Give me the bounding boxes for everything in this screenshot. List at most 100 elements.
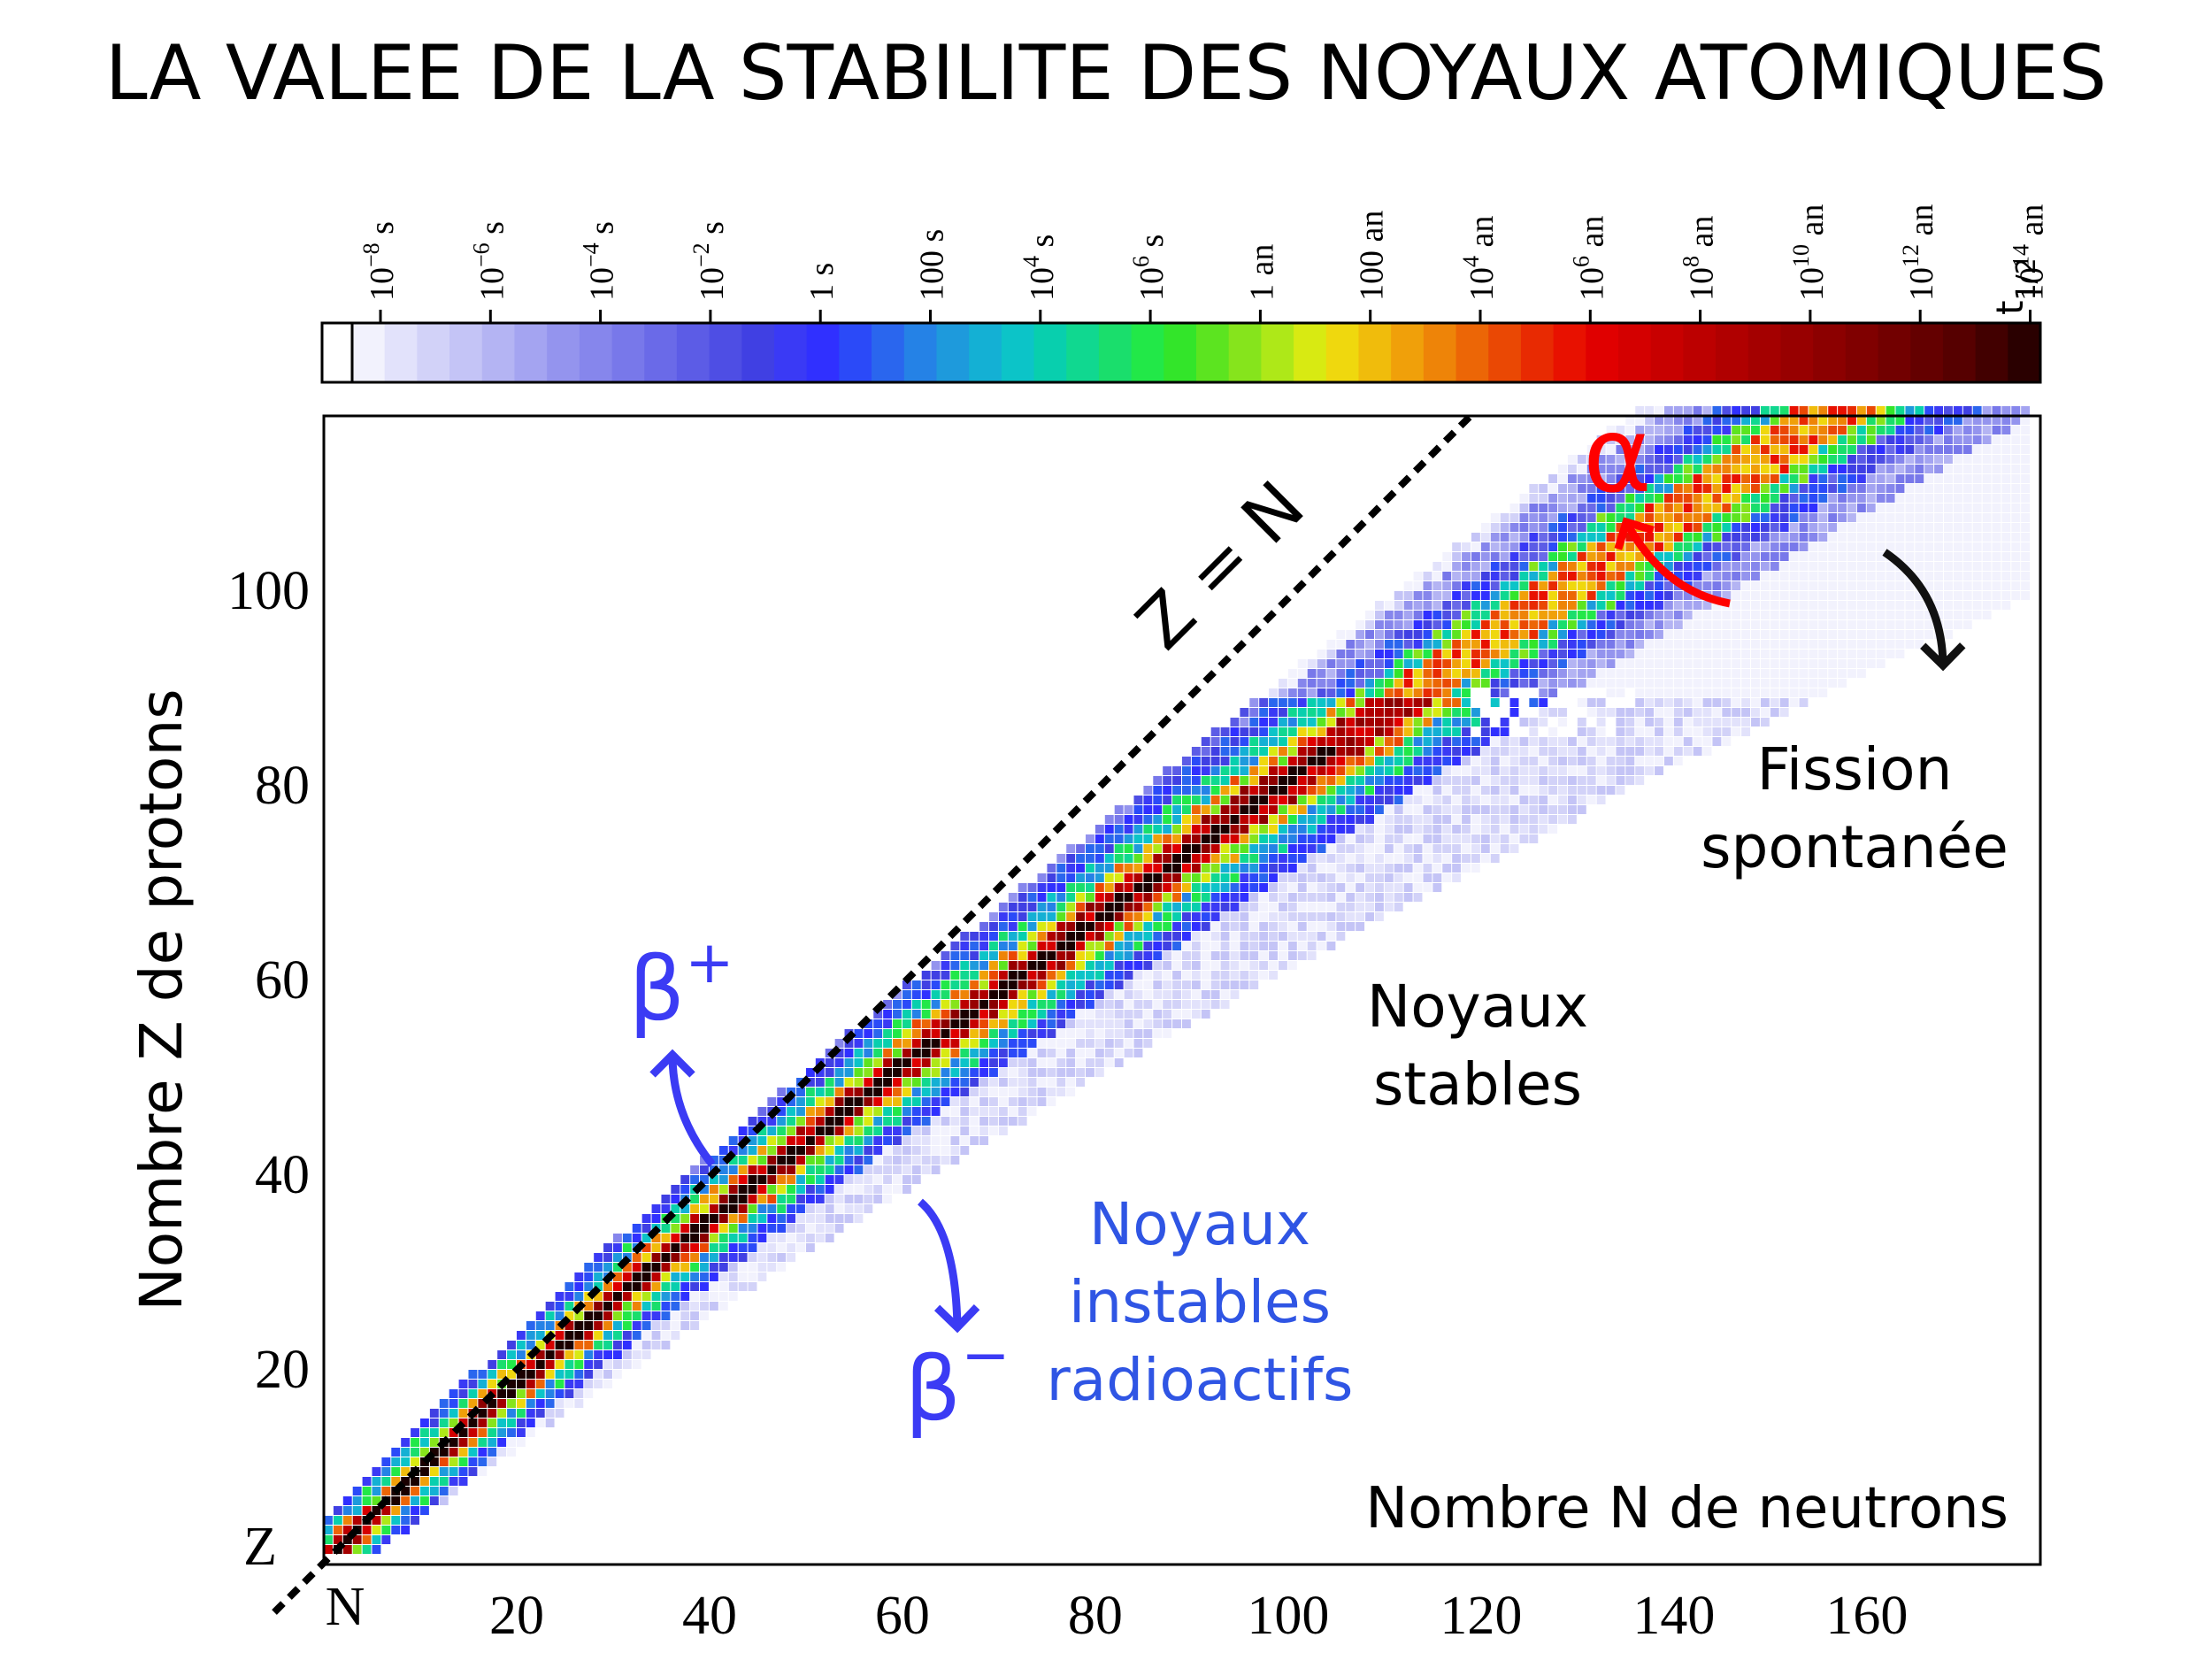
nuclide-cell [1655, 650, 1663, 658]
nuclide-cell [1008, 971, 1018, 980]
nuclide-cell [1172, 903, 1181, 911]
nuclide-cell [1076, 932, 1086, 941]
nuclide-cell [902, 1068, 911, 1077]
nuclide-cell [1432, 883, 1442, 892]
nuclide-cell [661, 1311, 671, 1320]
nuclide-cell [641, 1350, 651, 1359]
nuclide-cell [1008, 951, 1018, 960]
nuclide-cell [757, 1117, 767, 1126]
nuclide-cell [1346, 776, 1356, 785]
nuclide-cell [1924, 542, 1934, 551]
nuclide-cell [488, 1399, 497, 1408]
nuclide-cell [1201, 990, 1210, 999]
nuclide-cell [1278, 737, 1287, 746]
nuclide-cell [748, 1234, 757, 1242]
nuclide-cell [1297, 805, 1307, 814]
nuclide-cell [1027, 1019, 1037, 1028]
nuclide-cell [1066, 912, 1076, 921]
nuclide-cell [1722, 465, 1732, 473]
nuclide-cell [1133, 1029, 1143, 1038]
nuclide-cell [1722, 484, 1732, 493]
nuclide-cell [1702, 542, 1712, 551]
nuclide-cell [1799, 533, 1809, 542]
nuclide-cell [1799, 659, 1809, 668]
nuclide-cell [1789, 591, 1799, 600]
nuclide-cell [1702, 465, 1712, 473]
nuclide-cell [1297, 912, 1307, 921]
nuclide-cell [1094, 1049, 1104, 1057]
nuclide-cell [1702, 601, 1712, 610]
nuclide-cell [1356, 873, 1365, 882]
nuclide-cell [1751, 494, 1760, 503]
nuclide-cell [883, 1039, 893, 1048]
nuclide-cell [902, 1029, 911, 1038]
nuclide-cell [1394, 805, 1403, 814]
nuclide-cell [1856, 416, 1866, 425]
nuclide-cell [825, 1058, 834, 1067]
nuclide-cell [1259, 825, 1269, 834]
nuclide-cell [1365, 620, 1374, 629]
nuclide-cell [1856, 562, 1866, 571]
nuclide-cell [1539, 747, 1548, 756]
nuclide-cell [787, 1204, 796, 1213]
nuclide-cell [1722, 640, 1732, 649]
nuclide-cell [1539, 679, 1548, 688]
nuclide-cell [1663, 718, 1673, 727]
nuclide-cell [1625, 766, 1635, 775]
nuclide-cell [873, 1146, 883, 1155]
nuclide-cell [439, 1428, 449, 1437]
nuclide-cell [998, 1126, 1008, 1135]
nuclide-cell [1153, 873, 1163, 882]
nuclide-cell [1548, 513, 1558, 522]
nuclide-cell [1895, 533, 1905, 542]
nuclide-cell [1809, 513, 1818, 522]
nuclide-cell [1182, 942, 1191, 950]
nuclide-cell [1809, 562, 1818, 571]
nuclide-cell [1577, 465, 1586, 473]
nuclide-cell [478, 1409, 488, 1418]
nuclide-cell [1567, 766, 1577, 775]
nuclide-cell [1655, 640, 1663, 649]
nuclide-cell [787, 1175, 796, 1184]
nuclide-cell [1133, 815, 1143, 824]
nuclide-cell [1702, 581, 1712, 590]
nuclide-cell [1210, 961, 1220, 970]
nuclide-cell [1008, 1068, 1018, 1077]
nuclide-cell [1741, 640, 1751, 649]
nuclide-cell [1635, 445, 1645, 454]
nuclide-cell [1934, 455, 1944, 464]
nuclide-cell [864, 1088, 873, 1096]
nuclide-cell [1432, 669, 1442, 678]
nuclide-cell [1586, 766, 1596, 775]
nuclide-cell [1683, 445, 1693, 454]
nuclide-cell [1992, 523, 2001, 532]
nuclide-cell [1066, 922, 1076, 931]
nuclide-cell [1558, 542, 1567, 551]
nuclide-cell [1722, 426, 1732, 434]
nuclide-cell [950, 1117, 960, 1126]
nuclide-cell [1442, 601, 1452, 610]
nuclide-cell [671, 1321, 680, 1330]
nuclide-cell [1346, 893, 1356, 902]
nuclide-cell [1114, 1010, 1124, 1019]
nuclide-cell [1751, 416, 1760, 425]
fission-arrow [1882, 549, 1966, 672]
nuclide-cell [1278, 864, 1287, 873]
nuclide-cell [854, 1136, 864, 1145]
nuclide-cell [478, 1448, 488, 1457]
nuclide-cell [1365, 854, 1374, 863]
nuclide-cell [1480, 572, 1490, 580]
nuclide-cell [526, 1370, 535, 1379]
nuclide-cell [864, 1156, 873, 1165]
nuclide-cell [1760, 650, 1770, 658]
nuclide-cell [1655, 484, 1663, 493]
nuclide-cell [1915, 611, 1924, 619]
nuclide-cell [1432, 679, 1442, 688]
nuclide-cell [1133, 1010, 1143, 1019]
nuclide-cell [805, 1146, 815, 1155]
nuclide-cell [1895, 426, 1905, 434]
nuclide-cell [1596, 727, 1606, 736]
nuclide-cell [1625, 659, 1635, 668]
nuclide-cell [700, 1243, 709, 1252]
nuclide-cell [1172, 1010, 1181, 1019]
